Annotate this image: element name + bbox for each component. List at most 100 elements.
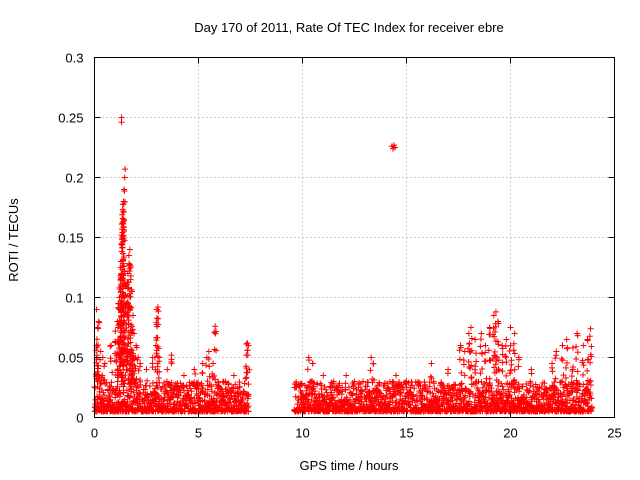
data-point (461, 372, 468, 379)
data-point (120, 389, 127, 396)
data-point (343, 394, 350, 401)
data-point (495, 382, 502, 389)
data-point (305, 357, 312, 364)
data-point (393, 372, 400, 379)
data-point (468, 362, 475, 369)
data-point (94, 344, 101, 351)
data-point (574, 349, 581, 356)
data-point (208, 388, 215, 395)
data-point (120, 378, 127, 385)
data-point (588, 343, 595, 350)
data-point (563, 336, 570, 343)
data-point (330, 378, 337, 385)
data-point (510, 340, 517, 347)
data-point (124, 398, 131, 405)
y-tick-label: 0.1 (65, 291, 83, 306)
data-point (309, 360, 316, 367)
data-point (120, 322, 127, 329)
data-point (99, 354, 106, 361)
data-point (112, 357, 119, 364)
data-point (535, 387, 542, 394)
data-point (492, 328, 499, 335)
data-point (576, 380, 583, 387)
data-point (503, 372, 510, 379)
data-point (515, 356, 522, 363)
data-point (499, 368, 506, 375)
data-point (95, 318, 102, 325)
data-point (122, 292, 129, 299)
data-point (236, 379, 243, 386)
data-point (304, 384, 311, 391)
data-point (311, 388, 318, 395)
data-point (119, 215, 126, 222)
data-point (468, 374, 475, 381)
data-point (516, 388, 523, 395)
data-point (101, 360, 108, 367)
data-point (563, 399, 570, 406)
data-point (508, 361, 515, 368)
data-point (467, 349, 474, 356)
data-point (208, 381, 215, 388)
data-point (491, 348, 498, 355)
data-point (212, 376, 219, 383)
data-point (322, 386, 329, 393)
data-point (549, 368, 556, 375)
data-point (457, 344, 464, 351)
data-point (155, 345, 162, 352)
data-point (120, 232, 127, 239)
x-axis-label: GPS time / hours (300, 458, 399, 473)
data-point (154, 392, 161, 398)
data-point (94, 378, 101, 385)
data-point (213, 391, 220, 398)
data-point (490, 312, 497, 319)
y-tick-label: 0.05 (58, 351, 83, 366)
data-point (367, 367, 374, 374)
data-point (101, 376, 108, 383)
data-point (541, 380, 548, 387)
x-tick-label: 20 (503, 426, 517, 441)
data-point (161, 379, 168, 386)
data-point (559, 357, 566, 364)
data-point (429, 390, 436, 397)
data-point (177, 389, 184, 396)
data-point (95, 363, 102, 370)
data-point (573, 377, 580, 384)
x-tick-label: 5 (195, 426, 202, 441)
data-point (552, 355, 559, 362)
data-point (330, 394, 337, 401)
data-point (467, 365, 474, 372)
data-point (232, 381, 239, 388)
data-point (191, 366, 198, 373)
data-point (482, 342, 489, 349)
data-point (121, 237, 128, 244)
data-point (458, 381, 465, 388)
data-point (205, 348, 212, 355)
data-point (305, 396, 312, 403)
data-point (149, 379, 156, 386)
data-point (559, 342, 566, 349)
data-point (213, 398, 220, 405)
data-point (128, 288, 135, 295)
data-point (126, 246, 133, 253)
data-point (241, 380, 248, 387)
data-point (477, 336, 484, 343)
data-point (116, 387, 123, 394)
data-point (559, 378, 566, 385)
data-point (120, 216, 127, 223)
data-point (376, 389, 383, 396)
data-point (129, 350, 136, 357)
data-point (116, 393, 123, 400)
data-point (411, 385, 418, 392)
data-point (368, 354, 375, 361)
data-point (192, 370, 199, 377)
data-point (349, 390, 356, 397)
data-point (126, 293, 133, 300)
data-point (170, 394, 177, 401)
data-point (122, 166, 129, 173)
data-point (499, 345, 506, 352)
data-point (216, 404, 223, 411)
data-point (124, 299, 131, 306)
data-point (493, 377, 500, 384)
data-point (495, 366, 502, 373)
data-point (212, 328, 219, 335)
